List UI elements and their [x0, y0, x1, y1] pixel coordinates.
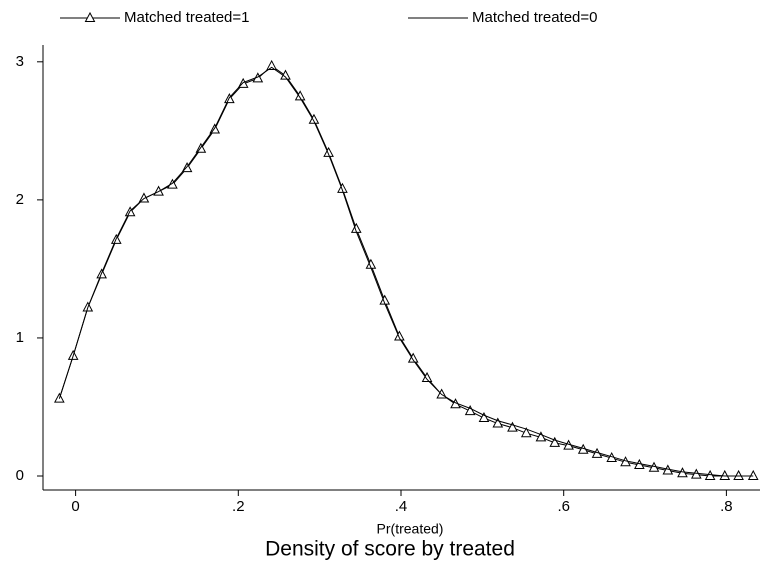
point-marker [167, 178, 178, 189]
point-marker [492, 417, 504, 428]
point-marker [478, 411, 490, 423]
point-marker [153, 185, 164, 196]
point-marker [323, 146, 334, 157]
x-axis-label: Pr(treated) [377, 521, 444, 537]
y-tick-label: 1 [16, 329, 24, 346]
y-tick-label: 0 [16, 467, 24, 484]
x-tick-label: .2 [232, 498, 245, 515]
legend-marker [84, 11, 96, 22]
x-tick-label: 0 [71, 498, 79, 515]
series-line [58, 65, 754, 477]
point-marker [719, 469, 731, 480]
point-marker [407, 352, 419, 363]
legend-label: Matched treated=1 [124, 9, 250, 26]
point-marker [549, 436, 561, 447]
y-tick-label: 3 [16, 53, 24, 70]
point-marker [294, 90, 306, 101]
point-marker [507, 421, 518, 432]
point-marker [394, 330, 405, 341]
point-marker [535, 431, 547, 442]
legend-label: Matched treated=0 [472, 9, 598, 26]
chart-title: Density of score by treated [265, 538, 515, 561]
x-tick-label: .6 [557, 498, 570, 515]
x-tick-label: .8 [720, 498, 733, 515]
point-marker [747, 469, 759, 480]
point-marker [421, 371, 433, 382]
y-tick-label: 2 [16, 191, 24, 208]
point-marker [733, 469, 744, 480]
x-tick-label: .4 [395, 498, 408, 515]
series-line [58, 66, 754, 477]
point-marker [266, 59, 277, 70]
point-marker [520, 427, 532, 438]
point-marker [464, 405, 476, 416]
point-marker [308, 113, 320, 124]
point-marker [337, 182, 348, 193]
